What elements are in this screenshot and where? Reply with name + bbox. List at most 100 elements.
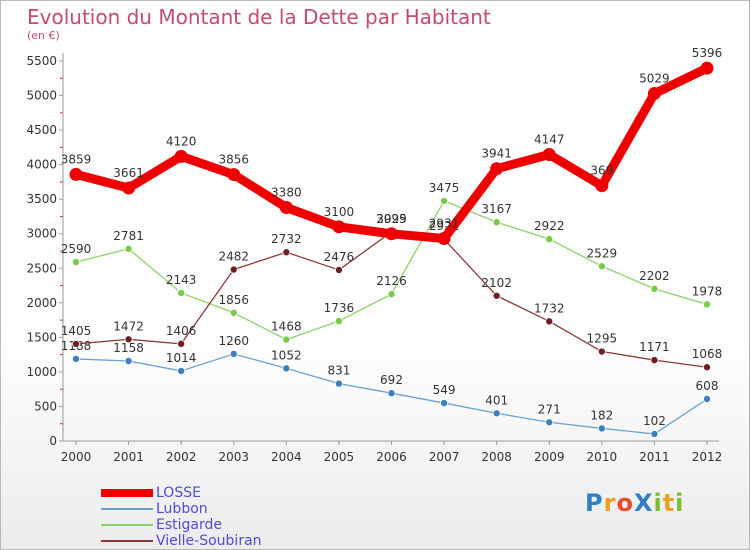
data-point-losse bbox=[227, 168, 241, 182]
data-point-lubbon bbox=[492, 409, 501, 418]
data-label-vielle-soubiran: 2102 bbox=[481, 276, 512, 290]
data-point-vielle-soubiran bbox=[334, 265, 343, 274]
data-point-estigarde bbox=[177, 288, 186, 297]
x-tick-label: 2009 bbox=[534, 450, 565, 464]
data-point-estigarde bbox=[124, 244, 133, 253]
data-point-estigarde bbox=[72, 258, 81, 267]
data-point-vielle-soubiran bbox=[492, 291, 501, 300]
data-label-vielle-soubiran: 3025 bbox=[376, 212, 407, 226]
data-label-lubbon: 271 bbox=[538, 402, 561, 416]
y-tick-label: 500 bbox=[34, 399, 57, 413]
y-tick-label: 4500 bbox=[26, 123, 57, 137]
data-point-estigarde bbox=[492, 218, 501, 227]
legend-swatch bbox=[101, 489, 153, 497]
y-tick-label: 2500 bbox=[26, 261, 57, 275]
data-label-vielle-soubiran: 1732 bbox=[534, 301, 565, 315]
y-tick-label: 5000 bbox=[26, 89, 57, 103]
legend-label: Estigarde bbox=[156, 517, 222, 533]
data-label-vielle-soubiran: 2476 bbox=[324, 250, 355, 264]
x-tick-label: 2003 bbox=[218, 450, 249, 464]
data-point-vielle-soubiran bbox=[124, 335, 133, 344]
data-label-vielle-soubiran: 1068 bbox=[692, 347, 723, 361]
data-label-vielle-soubiran: 1472 bbox=[113, 319, 144, 333]
data-point-lubbon bbox=[703, 394, 712, 403]
x-tick-label: 2007 bbox=[429, 450, 460, 464]
y-tick-label: 5500 bbox=[26, 54, 57, 68]
data-label-losse: 2931 bbox=[429, 216, 460, 230]
data-point-estigarde bbox=[703, 300, 712, 309]
data-point-lubbon bbox=[440, 399, 449, 408]
data-point-estigarde bbox=[597, 262, 606, 271]
data-label-losse: 369 bbox=[590, 164, 613, 178]
data-point-losse bbox=[279, 200, 293, 214]
x-tick-label: 2000 bbox=[61, 450, 92, 464]
data-label-vielle-soubiran: 1295 bbox=[587, 332, 618, 346]
data-label-estigarde: 1856 bbox=[218, 293, 249, 307]
logo-letter: i bbox=[675, 489, 685, 517]
data-point-estigarde bbox=[229, 308, 238, 317]
data-label-estigarde: 2781 bbox=[113, 229, 144, 243]
data-point-losse bbox=[647, 87, 661, 101]
data-label-estigarde: 2126 bbox=[376, 274, 407, 288]
data-point-estigarde bbox=[545, 235, 554, 244]
data-point-losse bbox=[595, 179, 609, 193]
y-tick-label: 3000 bbox=[26, 227, 57, 241]
logo-letter: t bbox=[662, 489, 676, 517]
data-label-vielle-soubiran: 1406 bbox=[166, 324, 197, 338]
y-tick-label: 1500 bbox=[26, 330, 57, 344]
logo-letter: i bbox=[653, 489, 663, 517]
data-label-losse: 2999 bbox=[376, 212, 407, 226]
data-label-estigarde: 3475 bbox=[429, 181, 460, 195]
y-tick-label: 2000 bbox=[26, 296, 57, 310]
data-label-estigarde: 2143 bbox=[166, 273, 197, 287]
data-point-estigarde bbox=[650, 284, 659, 293]
data-point-estigarde bbox=[334, 317, 343, 326]
data-point-vielle-soubiran bbox=[703, 363, 712, 372]
data-label-estigarde: 2922 bbox=[534, 219, 565, 233]
data-point-losse bbox=[174, 149, 188, 163]
data-point-losse bbox=[437, 231, 451, 245]
data-label-losse: 3100 bbox=[324, 205, 355, 219]
x-tick-label: 2006 bbox=[376, 450, 407, 464]
data-label-estigarde: 1468 bbox=[271, 320, 302, 334]
data-point-losse bbox=[385, 227, 398, 241]
data-label-vielle-soubiran: 2732 bbox=[271, 232, 302, 246]
data-label-lubbon: 1158 bbox=[113, 341, 144, 355]
logo-letter: o bbox=[616, 489, 634, 517]
data-label-losse: 3856 bbox=[218, 153, 249, 167]
data-point-vielle-soubiran bbox=[597, 347, 606, 356]
chart-subtitle: (en €) bbox=[27, 29, 60, 42]
x-tick-label: 2008 bbox=[481, 450, 512, 464]
x-tick-label: 2010 bbox=[587, 450, 618, 464]
x-tick-label: 2011 bbox=[639, 450, 670, 464]
data-label-lubbon: 1260 bbox=[218, 334, 249, 348]
data-label-losse: 3380 bbox=[271, 185, 302, 199]
data-point-vielle-soubiran bbox=[229, 265, 238, 274]
data-label-lubbon: 102 bbox=[643, 414, 666, 428]
data-label-vielle-soubiran: 1405 bbox=[61, 324, 92, 338]
proxiti-logo: ProXiti bbox=[585, 489, 684, 517]
data-point-losse bbox=[332, 220, 346, 234]
data-point-lubbon bbox=[124, 356, 133, 365]
data-label-estigarde: 2529 bbox=[587, 246, 618, 260]
data-point-losse bbox=[700, 61, 714, 75]
y-tick-label: 1000 bbox=[26, 365, 57, 379]
data-label-lubbon: 182 bbox=[590, 408, 613, 422]
data-label-estigarde: 1736 bbox=[324, 301, 355, 315]
data-point-lubbon bbox=[334, 379, 343, 388]
data-point-losse bbox=[490, 162, 504, 176]
legend-swatch bbox=[101, 524, 153, 526]
data-label-losse: 3941 bbox=[481, 147, 512, 161]
data-point-vielle-soubiran bbox=[650, 356, 659, 365]
data-point-lubbon bbox=[545, 418, 554, 427]
data-label-losse: 3661 bbox=[113, 166, 144, 180]
data-label-lubbon: 1052 bbox=[271, 348, 302, 362]
logo-letter: X bbox=[633, 489, 654, 517]
y-tick-label: 3500 bbox=[26, 192, 57, 206]
data-point-estigarde bbox=[440, 196, 449, 205]
data-label-estigarde: 3167 bbox=[481, 202, 512, 216]
data-point-lubbon bbox=[229, 349, 238, 358]
data-point-lubbon bbox=[387, 389, 396, 398]
